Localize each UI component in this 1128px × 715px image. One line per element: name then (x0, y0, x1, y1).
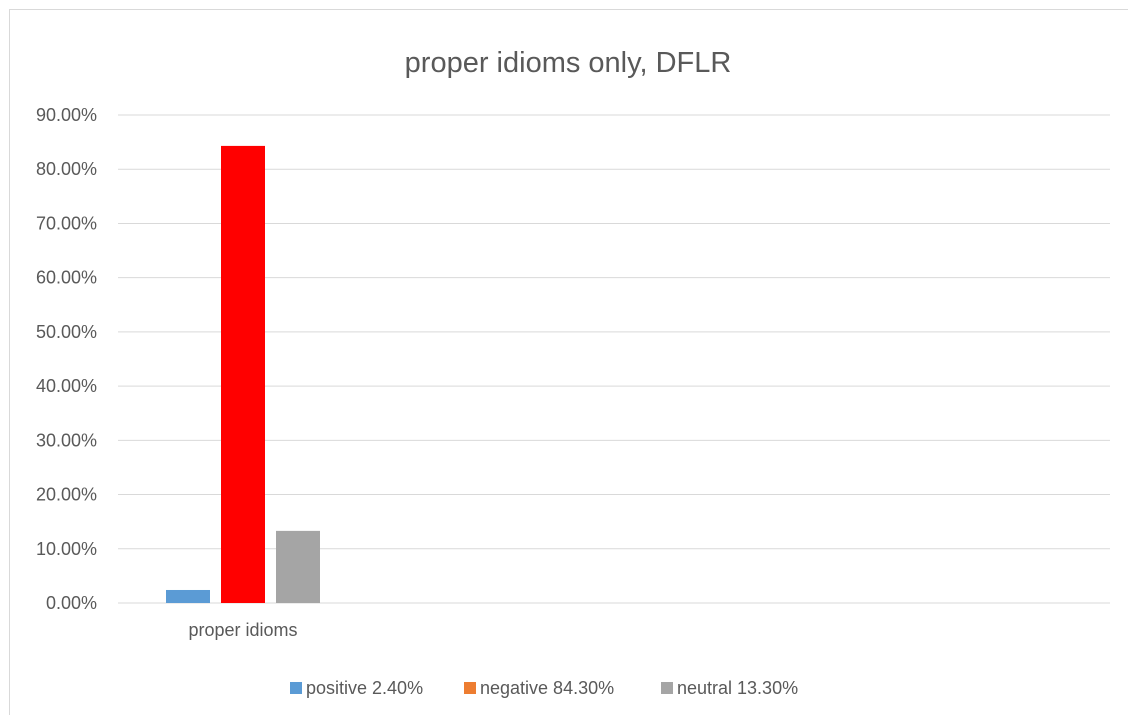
legend-item: neutral 13.30% (661, 678, 798, 698)
y-tick-label: 70.00% (36, 213, 97, 233)
legend-item: negative 84.30% (464, 678, 614, 698)
x-category-label: proper idioms (188, 620, 297, 640)
y-tick-label: 50.00% (36, 322, 97, 342)
bar-negative (221, 145, 265, 603)
x-axis-categories: proper idioms (188, 620, 297, 640)
y-tick-label: 90.00% (36, 105, 97, 125)
y-tick-label: 40.00% (36, 376, 97, 396)
legend-swatch (290, 682, 302, 694)
y-tick-label: 80.00% (36, 159, 97, 179)
y-tick-label: 60.00% (36, 268, 97, 288)
y-tick-label: 10.00% (36, 539, 97, 559)
legend-label: positive 2.40% (306, 678, 423, 698)
legend-label: negative 84.30% (480, 678, 614, 698)
y-tick-label: 30.00% (36, 430, 97, 450)
legend-swatch (464, 682, 476, 694)
bar-neutral (276, 530, 320, 603)
gridlines (118, 114, 1110, 604)
legend-swatch (661, 682, 673, 694)
chart-title: proper idioms only, DFLR (405, 47, 732, 79)
legend: positive 2.40% negative 84.30% neutral 13.… (290, 678, 798, 698)
y-tick-label: 20.00% (36, 485, 97, 505)
y-tick-label: 0.00% (46, 593, 97, 613)
legend-item: positive 2.40% (290, 678, 423, 698)
bar-positive (166, 589, 210, 603)
y-axis-ticks: 0.00% 10.00% 20.00% 30.00% 40.00% 50.00% 60.00… (36, 105, 97, 613)
legend-label: neutral 13.30% (677, 678, 798, 698)
bars (166, 145, 320, 603)
